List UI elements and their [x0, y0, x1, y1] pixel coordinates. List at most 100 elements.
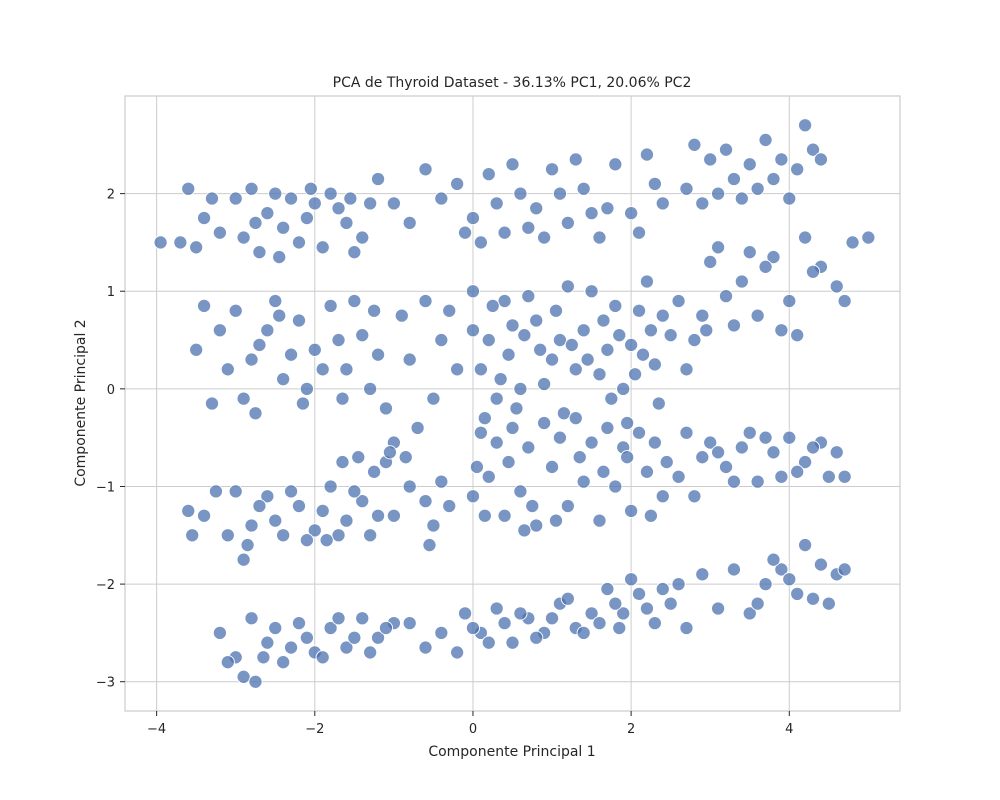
data-point: [252, 337, 267, 352]
data-point: [679, 425, 694, 440]
data-point: [465, 620, 481, 636]
data-point: [477, 411, 492, 426]
data-point: [782, 572, 797, 587]
data-point: [647, 357, 662, 372]
x-tick-label: 4: [785, 722, 793, 737]
data-point: [699, 323, 714, 338]
data-point: [236, 552, 251, 567]
data-point: [639, 464, 654, 479]
data-point: [592, 367, 607, 382]
data-point: [299, 533, 314, 548]
data-point: [208, 484, 223, 499]
data-point: [481, 469, 496, 484]
data-point: [782, 293, 797, 309]
data-point: [378, 401, 394, 416]
data-point: [228, 303, 243, 318]
data-point: [576, 323, 591, 338]
data-point: [647, 435, 662, 450]
data-point: [355, 230, 370, 245]
data-point: [236, 669, 251, 684]
data-point: [481, 332, 496, 348]
data-point: [197, 508, 212, 523]
data-point: [272, 250, 287, 265]
data-point: [548, 513, 564, 528]
data-point: [323, 479, 338, 494]
data-point: [505, 635, 520, 650]
data-point: [548, 303, 564, 318]
data-point: [718, 142, 734, 157]
y-tick-label: −2: [96, 578, 115, 593]
data-point: [276, 655, 291, 670]
data-point: [790, 464, 805, 479]
data-point: [655, 489, 670, 504]
data-point: [450, 362, 465, 377]
data-point: [517, 328, 532, 343]
data-point: [584, 435, 599, 450]
data-point: [315, 503, 330, 518]
data-point: [774, 152, 789, 167]
data-point: [798, 230, 813, 245]
data-point: [513, 381, 528, 396]
x-tick-label: −2: [305, 722, 324, 737]
data-point: [489, 601, 504, 616]
data-point: [790, 162, 805, 177]
data-point: [367, 464, 382, 479]
data-point: [347, 484, 362, 499]
data-point: [576, 181, 591, 196]
data-point: [252, 498, 267, 514]
data-point: [790, 328, 805, 343]
data-point: [774, 562, 789, 577]
data-point: [596, 313, 611, 328]
data-point: [639, 601, 654, 616]
data-point: [560, 591, 575, 606]
data-point: [624, 206, 639, 221]
data-point: [489, 435, 504, 450]
data-point: [742, 606, 757, 621]
data-point: [189, 342, 204, 357]
data-point: [284, 640, 299, 655]
data-point: [861, 230, 876, 245]
data-point: [244, 352, 259, 367]
data-point: [703, 435, 718, 450]
data-point: [782, 430, 797, 445]
data-point: [576, 625, 591, 640]
data-point: [631, 225, 647, 240]
data-point: [774, 469, 789, 484]
data-point: [655, 308, 670, 323]
data-point: [197, 298, 212, 313]
y-axis-label: Componente Principal 2: [73, 319, 89, 486]
data-point: [552, 332, 567, 348]
data-point: [837, 293, 852, 309]
data-point: [256, 650, 271, 665]
data-point: [315, 650, 330, 665]
data-point: [517, 523, 532, 538]
data-point: [236, 391, 251, 406]
data-point: [564, 337, 579, 352]
data-point: [339, 215, 354, 230]
data-point: [481, 635, 496, 650]
data-point: [339, 362, 354, 377]
data-point: [537, 230, 552, 245]
data-point: [382, 445, 397, 460]
data-point: [295, 396, 310, 411]
data-point: [402, 616, 417, 631]
data-point: [790, 586, 805, 601]
data-point: [307, 342, 322, 357]
data-point: [331, 611, 346, 626]
data-point: [544, 162, 560, 177]
data-point: [248, 215, 263, 230]
data-point: [307, 523, 322, 538]
data-point: [347, 245, 362, 260]
data-point: [782, 191, 797, 206]
data-point: [371, 630, 386, 645]
data-point: [671, 469, 686, 484]
data-point: [434, 191, 449, 206]
data-point: [592, 616, 607, 631]
data-point: [671, 577, 686, 592]
data-point: [299, 210, 314, 226]
x-axis-label: Componente Principal 1: [428, 744, 595, 760]
data-point: [671, 293, 686, 309]
data-point: [450, 645, 465, 660]
data-point: [580, 352, 595, 367]
